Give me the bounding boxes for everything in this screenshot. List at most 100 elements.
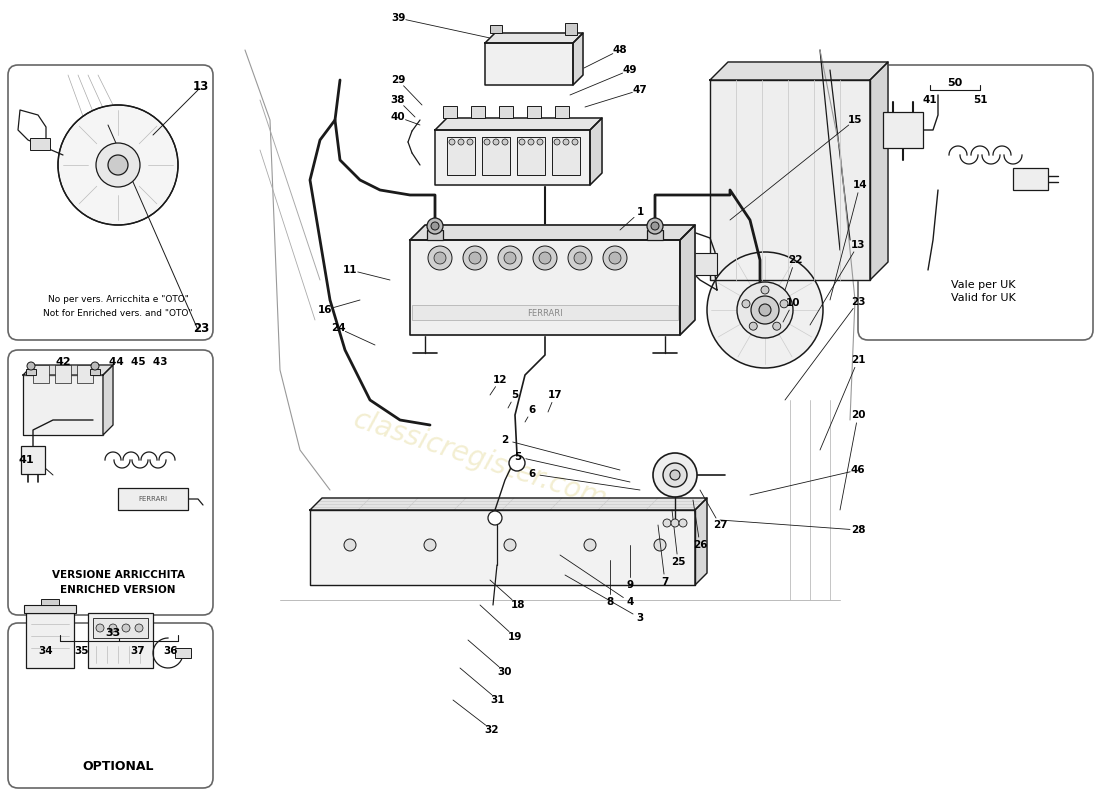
Circle shape	[108, 155, 128, 175]
Text: 13: 13	[850, 240, 866, 250]
Polygon shape	[710, 62, 888, 80]
Circle shape	[568, 246, 592, 270]
FancyBboxPatch shape	[8, 623, 213, 788]
Text: 48: 48	[613, 45, 627, 55]
Circle shape	[504, 252, 516, 264]
Bar	[499, 106, 513, 118]
FancyBboxPatch shape	[8, 350, 213, 615]
Text: 38: 38	[390, 95, 405, 105]
Text: 26: 26	[693, 540, 707, 550]
Text: 41: 41	[923, 95, 937, 105]
Text: 33: 33	[106, 628, 121, 638]
Circle shape	[749, 322, 757, 330]
Circle shape	[519, 139, 525, 145]
Text: 3: 3	[637, 613, 644, 623]
Polygon shape	[485, 33, 583, 43]
Circle shape	[742, 300, 750, 308]
Circle shape	[572, 139, 578, 145]
Circle shape	[751, 296, 779, 324]
Circle shape	[484, 139, 490, 145]
Circle shape	[434, 252, 446, 264]
Text: 6: 6	[528, 405, 536, 415]
Polygon shape	[695, 498, 707, 585]
Text: 29: 29	[390, 75, 405, 85]
Text: 31: 31	[491, 695, 505, 705]
Text: 13: 13	[192, 81, 209, 94]
Polygon shape	[870, 62, 888, 280]
Circle shape	[96, 624, 104, 632]
Text: No per vers. Arricchita e "OTO": No per vers. Arricchita e "OTO"	[47, 295, 188, 305]
Text: 11: 11	[343, 265, 358, 275]
Circle shape	[504, 539, 516, 551]
Polygon shape	[434, 118, 602, 130]
Circle shape	[122, 624, 130, 632]
Text: ENRICHED VERSION: ENRICHED VERSION	[60, 585, 176, 595]
Text: 46: 46	[850, 465, 866, 475]
Polygon shape	[590, 118, 602, 185]
Circle shape	[651, 222, 659, 230]
Polygon shape	[434, 130, 590, 185]
Bar	[41, 599, 59, 605]
Text: 28: 28	[850, 525, 866, 535]
Circle shape	[431, 222, 439, 230]
Text: 42: 42	[55, 357, 70, 367]
Text: 17: 17	[548, 390, 562, 400]
Text: 32: 32	[485, 725, 499, 735]
Circle shape	[670, 470, 680, 480]
Text: 23: 23	[192, 322, 209, 334]
Text: 5: 5	[512, 390, 518, 400]
Circle shape	[759, 304, 771, 316]
Circle shape	[135, 624, 143, 632]
Bar	[427, 230, 443, 240]
Circle shape	[537, 139, 543, 145]
Circle shape	[773, 322, 781, 330]
Circle shape	[609, 252, 622, 264]
Text: 22: 22	[788, 255, 802, 265]
Text: 7: 7	[661, 577, 669, 587]
Circle shape	[463, 246, 487, 270]
Text: 24: 24	[331, 323, 345, 333]
Text: 9: 9	[626, 580, 634, 590]
Circle shape	[653, 453, 697, 497]
Bar	[118, 488, 188, 510]
Text: 16: 16	[318, 305, 332, 315]
Bar	[33, 365, 50, 383]
Circle shape	[109, 624, 117, 632]
Circle shape	[428, 246, 452, 270]
Circle shape	[424, 539, 436, 551]
Polygon shape	[410, 225, 695, 240]
Text: 36: 36	[164, 646, 178, 656]
Text: 15: 15	[848, 115, 862, 125]
Text: 8: 8	[606, 597, 614, 607]
Bar	[490, 25, 502, 33]
Text: 35: 35	[75, 646, 89, 656]
Text: 21: 21	[850, 355, 866, 365]
Text: 51: 51	[972, 95, 988, 105]
Text: Vale per UK: Vale per UK	[950, 280, 1015, 290]
Circle shape	[707, 252, 823, 368]
Circle shape	[663, 519, 671, 527]
Circle shape	[458, 139, 464, 145]
Text: Valid for UK: Valid for UK	[950, 293, 1015, 303]
Circle shape	[488, 511, 502, 525]
Text: 27: 27	[713, 520, 727, 530]
Text: 10: 10	[785, 298, 801, 308]
Polygon shape	[573, 33, 583, 85]
Circle shape	[534, 246, 557, 270]
Bar	[552, 137, 580, 175]
Bar	[175, 648, 191, 658]
Polygon shape	[23, 375, 103, 435]
Bar	[471, 106, 485, 118]
Polygon shape	[103, 365, 113, 435]
Polygon shape	[23, 365, 113, 375]
Circle shape	[663, 463, 688, 487]
Polygon shape	[680, 225, 695, 335]
Bar	[517, 137, 544, 175]
Text: FERRARI: FERRARI	[139, 496, 167, 502]
Text: 1: 1	[637, 207, 644, 217]
Text: 50: 50	[947, 78, 962, 88]
Bar	[527, 106, 541, 118]
Bar	[565, 23, 578, 35]
Text: 6: 6	[528, 469, 536, 479]
Circle shape	[96, 143, 140, 187]
